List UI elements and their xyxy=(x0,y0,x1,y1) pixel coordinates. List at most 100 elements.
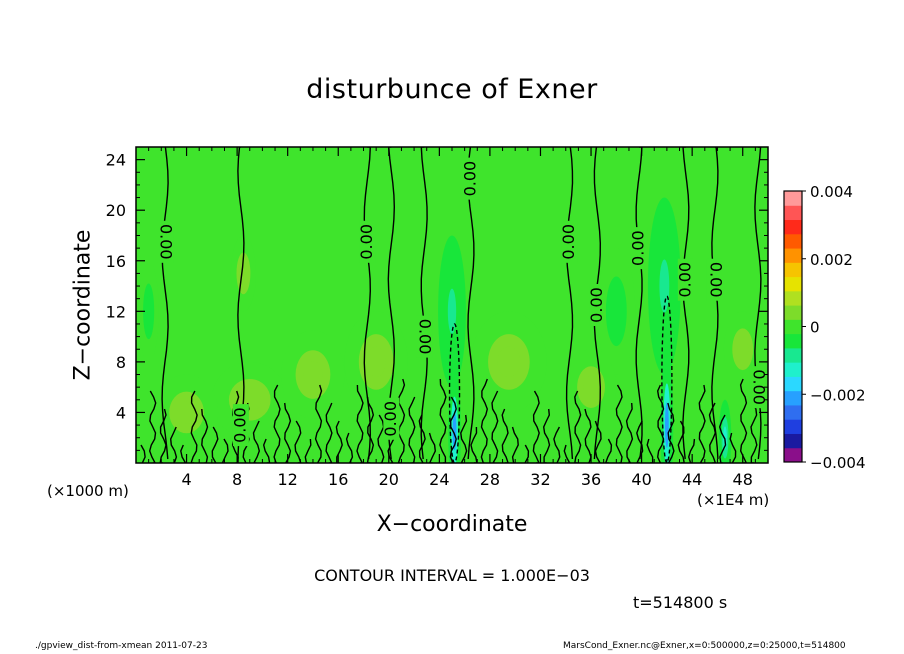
x-tick-label: 20 xyxy=(379,470,399,489)
contour-label: 0.00 xyxy=(706,262,725,298)
field-anomaly xyxy=(447,288,457,335)
colorbar-swatch xyxy=(784,433,802,449)
contour-label: 0.00 xyxy=(629,230,648,266)
contour-line xyxy=(524,444,530,463)
contour-label: 0.00 xyxy=(587,287,606,323)
contour-line xyxy=(335,420,343,463)
contour-line xyxy=(211,426,219,463)
colorbar-swatch xyxy=(784,205,802,221)
contour-line xyxy=(397,378,406,463)
contour-label: 0.00 xyxy=(230,407,249,443)
contour-label-bg xyxy=(416,315,433,358)
contour-line xyxy=(501,408,509,463)
colorbar-swatch xyxy=(784,219,802,235)
contour-line xyxy=(584,408,592,463)
contour-label: 0.00 xyxy=(559,224,578,260)
contour-line xyxy=(169,426,178,463)
field-anomaly xyxy=(737,337,749,361)
field-anomaly xyxy=(177,401,197,424)
contour-label: 0.00 xyxy=(381,401,400,437)
contour-label: 0.00 xyxy=(675,262,694,298)
contour-label-bg xyxy=(589,284,606,326)
field-anomaly xyxy=(145,296,152,327)
contour-line xyxy=(325,402,333,463)
colorbar-tick-label: −0.002 xyxy=(810,386,866,404)
contour-label: 0.00 xyxy=(749,369,768,405)
colorbar-swatch xyxy=(784,347,802,363)
contour-line xyxy=(677,420,685,463)
y-tick-label: 4 xyxy=(116,403,126,422)
x-tick-label: 36 xyxy=(581,470,601,489)
contour-label-bg xyxy=(749,366,766,409)
contour-line xyxy=(750,396,758,463)
field-anomaly xyxy=(366,346,386,378)
field-anomalies xyxy=(138,197,762,463)
contour-line xyxy=(420,147,428,460)
contour-line xyxy=(480,378,489,463)
contour-line xyxy=(563,444,571,463)
contour-line xyxy=(594,420,602,463)
contour-line xyxy=(284,402,292,463)
contour-line xyxy=(718,414,727,463)
colorbar-swatch xyxy=(784,191,802,206)
contour-line xyxy=(574,390,582,463)
contour-line xyxy=(201,408,209,463)
field-anomaly xyxy=(610,292,623,331)
colorbar-swatch xyxy=(784,447,802,463)
x-tick-label: 44 xyxy=(682,470,702,489)
contour-line xyxy=(615,384,623,463)
contour-label-bg xyxy=(631,227,648,270)
contour-line xyxy=(625,402,634,463)
field-anomaly xyxy=(303,361,323,388)
contour-line xyxy=(646,438,654,463)
field-anomaly xyxy=(497,346,521,378)
contour-line-negative xyxy=(661,295,673,463)
contour-line xyxy=(511,426,519,463)
colorbar-swatch xyxy=(784,290,802,306)
contour-line xyxy=(708,402,717,463)
contour-line xyxy=(356,384,364,463)
colorbar-tick-label: −0.004 xyxy=(810,454,866,472)
contour-label: 0.00 xyxy=(357,224,376,260)
contour-label-bg xyxy=(462,157,479,200)
contour-line xyxy=(739,378,748,463)
contour-line xyxy=(428,432,437,463)
time-stamp: t=514800 s xyxy=(633,593,728,612)
y-axis-unit: (×1000 m) xyxy=(47,482,129,500)
contour-line xyxy=(439,378,447,463)
contour-line xyxy=(363,147,372,460)
x-axis-unit: (×1E4 m) xyxy=(697,491,770,509)
x-tick-label: 16 xyxy=(328,470,348,489)
field-anomaly xyxy=(659,259,670,313)
contour-line xyxy=(408,396,416,463)
x-axis-label: X−coordinate xyxy=(376,512,528,537)
contour-line xyxy=(314,384,323,463)
contour-line xyxy=(667,402,675,463)
x-tick-label: 32 xyxy=(530,470,550,489)
colorbar-swatch xyxy=(784,262,802,278)
contour-lines xyxy=(140,147,762,463)
contour-line xyxy=(190,390,198,463)
colorbar-swatch xyxy=(784,404,802,420)
contour-line xyxy=(542,408,551,463)
contour-line xyxy=(449,396,457,463)
contour-line xyxy=(532,390,540,463)
contour-label-bg xyxy=(677,258,694,301)
x-tick-label: 24 xyxy=(429,470,449,489)
colorbar-swatch xyxy=(784,390,802,406)
contour-label-bg xyxy=(359,220,376,263)
colorbar-tick-label: 0.002 xyxy=(810,251,853,269)
contour-label: 0.00 xyxy=(157,224,176,260)
contour-label: 0.00 xyxy=(460,161,479,197)
x-tick-label: 48 xyxy=(733,470,753,489)
colorbar-tick-label: 0 xyxy=(810,319,820,337)
contour-line xyxy=(345,432,354,463)
field-anomaly xyxy=(664,402,669,448)
contour-line xyxy=(161,147,169,460)
contour-line xyxy=(636,420,644,463)
contour-line xyxy=(698,384,706,463)
y-axis-label: Z−coordinate xyxy=(70,229,96,381)
contour-line xyxy=(565,147,574,460)
contour-line xyxy=(304,438,312,463)
